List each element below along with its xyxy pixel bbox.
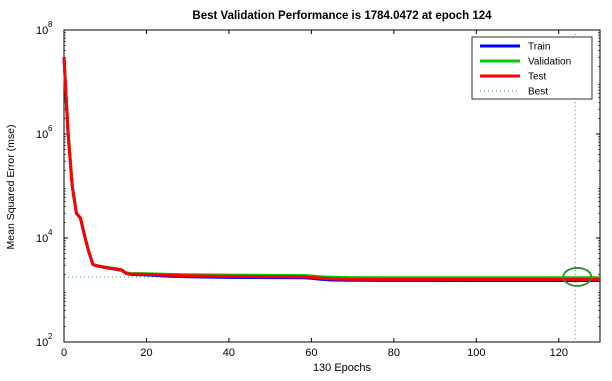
x-tick-label: 0 — [61, 347, 67, 359]
y-tick-base: 10 — [36, 25, 48, 37]
x-tick-label: 60 — [305, 347, 317, 359]
legend-label-test: Test — [528, 72, 547, 83]
chart-title: Best Validation Performance is 1784.0472… — [192, 10, 492, 22]
x-tick-label: 80 — [388, 347, 400, 359]
legend-label-best: Best — [528, 87, 548, 98]
x-tick-label: 40 — [223, 347, 235, 359]
x-tick-label: 20 — [140, 347, 152, 359]
y-tick-exponent: 8 — [48, 20, 53, 29]
series-test-line — [62, 57, 600, 281]
y-tick-exponent: 4 — [48, 228, 53, 237]
y-tick-exponent: 2 — [48, 332, 53, 341]
x-tick-label: 120 — [550, 347, 568, 359]
legend-label-train: Train — [528, 42, 550, 53]
y-tick-base: 10 — [36, 337, 48, 349]
y-tick-base: 10 — [36, 129, 48, 141]
best-marker-circle — [562, 267, 593, 287]
y-tick-base: 10 — [36, 233, 48, 245]
legend-label-validation: Validation — [528, 57, 571, 68]
x-axis-label: 130 Epochs — [313, 362, 372, 374]
x-tick-label: 100 — [467, 347, 485, 359]
y-tick-exponent: 6 — [48, 124, 53, 133]
y-axis-label: Mean Squared Error (mse) — [5, 125, 17, 250]
